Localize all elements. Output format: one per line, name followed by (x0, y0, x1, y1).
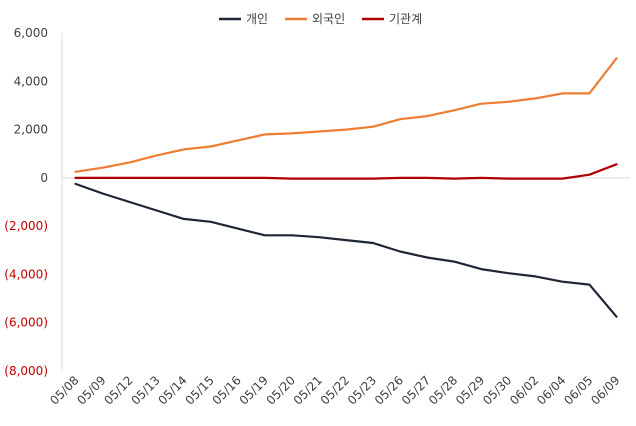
x-tick-label: 05/09 (74, 373, 108, 407)
x-tick-label: 05/12 (101, 373, 135, 407)
legend: 개인 외국인 기관계 (219, 12, 422, 26)
y-tick-label: 6,000 (14, 26, 48, 40)
series-line (74, 57, 618, 173)
x-tick-label: 05/13 (128, 373, 162, 407)
x-tick-label: 05/23 (345, 373, 379, 407)
y-tick-label: (2,000) (4, 219, 48, 233)
x-tick-label: 05/16 (210, 373, 244, 407)
legend-label: 개인 (246, 12, 268, 26)
y-axis: 6,000 4,000 2,000 0 (2,000) (4,000) (6,000) (8,… (4, 26, 63, 378)
x-tick-label: 05/27 (399, 373, 433, 407)
x-tick-label: 05/22 (318, 373, 352, 407)
legend-label: 기관계 (389, 12, 422, 26)
x-tick-label: 05/19 (237, 373, 271, 407)
y-tick-label: 2,000 (14, 123, 48, 137)
x-tick-label: 06/05 (561, 373, 595, 407)
x-tick-label: 05/20 (264, 373, 298, 407)
x-tick-label: 05/30 (480, 373, 514, 407)
y-tick-label: (8,000) (4, 364, 48, 378)
series-lines (74, 57, 618, 318)
x-tick-label: 06/09 (588, 373, 622, 407)
x-tick-label: 06/02 (507, 373, 541, 407)
y-tick-label: (4,000) (4, 267, 48, 281)
series-line (74, 182, 618, 318)
x-tick-label: 06/04 (534, 373, 568, 407)
x-axis: 05/0805/0905/1205/1305/1405/1505/1605/19… (47, 177, 630, 408)
y-tick-label: 0 (40, 171, 48, 185)
y-tick-label: (6,000) (4, 316, 48, 330)
legend-label: 외국인 (312, 12, 345, 26)
x-tick-label: 05/21 (291, 373, 325, 407)
x-tick-label: 05/28 (426, 373, 460, 407)
x-tick-label: 05/26 (372, 373, 406, 407)
x-tick-label: 05/15 (183, 373, 217, 407)
y-tick-label: 4,000 (14, 74, 48, 88)
x-tick-label: 05/08 (47, 373, 81, 407)
x-tick-label: 05/29 (453, 373, 487, 407)
x-tick-label: 05/14 (155, 373, 189, 407)
series-line (74, 163, 618, 180)
